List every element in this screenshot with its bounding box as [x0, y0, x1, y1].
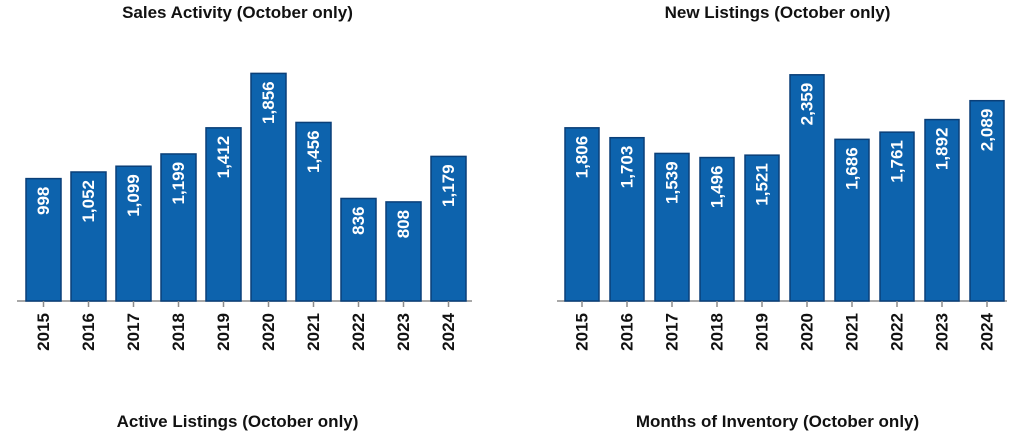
new-listings-category-label: 2018 [708, 313, 727, 351]
new-listings-bar-2019 [744, 154, 780, 302]
sales-activity-category-label: 2023 [394, 313, 413, 351]
new-listings-bar-2017 [654, 152, 690, 302]
chart-title-active-listings: Active Listings (October only) [116, 412, 359, 431]
new-listings-value-label: 2,089 [978, 109, 997, 152]
new-listings-bar-2018 [699, 156, 735, 302]
sales-activity-bar-2018 [160, 153, 197, 302]
new-listings-bar-2023 [924, 118, 960, 302]
sales-activity-category-label: 2024 [439, 312, 458, 350]
new-listings-value-label: 1,806 [573, 136, 592, 179]
sales-activity-category-label: 2015 [34, 313, 53, 351]
sales-activity-bar-2021 [295, 121, 332, 302]
new-listings-value-label: 1,892 [933, 128, 952, 171]
new-listings-value-label: 1,496 [708, 166, 727, 209]
sales-activity-chart: 998 2015 1,052 2016 1,099 2017 1,199 2018 1,412 2… [17, 72, 472, 351]
new-listings-bar-2016 [609, 136, 645, 302]
new-listings-category-label: 2015 [573, 313, 592, 351]
sales-activity-value-label: 1,856 [259, 81, 278, 124]
sales-activity-category-label: 2020 [259, 313, 278, 351]
new-listings-category-label: 2023 [933, 313, 952, 351]
new-listings-category-label: 2020 [798, 313, 817, 351]
sales-activity-value-label: 1,179 [439, 164, 458, 207]
new-listings-value-label: 2,359 [798, 83, 817, 126]
new-listings-bar-2024 [969, 99, 1005, 302]
new-listings-bar-2021 [834, 138, 870, 302]
sales-activity-value-label: 836 [349, 206, 368, 234]
sales-activity-category-label: 2019 [214, 313, 233, 351]
sales-activity-bar-2022 [340, 197, 377, 302]
sales-activity-category-label: 2022 [349, 313, 368, 351]
new-listings-value-label: 1,703 [618, 146, 637, 189]
chart-title-new-listings: New Listings (October only) [664, 3, 891, 22]
sales-activity-value-label: 1,199 [169, 162, 188, 205]
sales-activity-bar-2020 [250, 72, 287, 302]
new-listings-category-label: 2016 [618, 313, 637, 351]
new-listings-value-label: 1,761 [888, 140, 907, 183]
sales-activity-value-label: 1,412 [214, 136, 233, 179]
sales-activity-value-label: 998 [34, 187, 53, 215]
new-listings-chart: 1,806 2015 1,703 2016 1,539 2017 1,496 2018 1,52… [557, 74, 1007, 351]
new-listings-bar-2020 [789, 74, 825, 302]
new-listings-category-label: 2019 [753, 313, 772, 351]
new-listings-category-label: 2022 [888, 313, 907, 351]
new-listings-category-label: 2021 [843, 313, 862, 351]
sales-activity-value-label: 1,099 [124, 174, 143, 217]
new-listings-category-label: 2017 [663, 313, 682, 351]
sales-activity-category-label: 2016 [79, 313, 98, 351]
sales-activity-value-label: 1,456 [304, 130, 323, 173]
sales-activity-bar-2015 [25, 177, 62, 302]
sales-activity-bar-2023 [385, 201, 422, 302]
sales-activity-bar-2019 [205, 127, 242, 302]
sales-activity-category-label: 2021 [304, 313, 323, 351]
new-listings-value-label: 1,686 [843, 147, 862, 190]
sales-activity-value-label: 808 [394, 210, 413, 238]
sales-activity-bar-2017 [115, 165, 152, 302]
sales-activity-value-label: 1,052 [79, 180, 98, 223]
new-listings-category-label: 2024 [978, 312, 997, 350]
sales-activity-bar-2016 [70, 171, 107, 302]
chart-title-months-of-inventory: Months of Inventory (October only) [635, 412, 920, 431]
new-listings-value-label: 1,521 [753, 163, 772, 206]
sales-activity-category-label: 2018 [169, 313, 188, 351]
sales-activity-bar-2024 [430, 155, 467, 302]
chart-title-sales-activity: Sales Activity (October only) [122, 3, 353, 22]
sales-activity-category-label: 2017 [124, 313, 143, 351]
new-listings-value-label: 1,539 [663, 161, 682, 204]
new-listings-bar-2022 [879, 131, 915, 302]
